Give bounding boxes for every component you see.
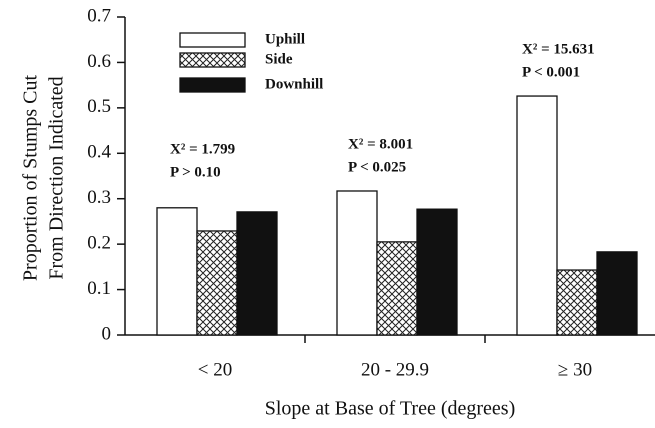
- bar: [416, 208, 458, 336]
- legend-label: Downhill: [265, 76, 323, 92]
- legend-swatch: [179, 32, 246, 48]
- x-axis-label: Slope at Base of Tree (degrees): [265, 398, 516, 420]
- y-axis-label: From Direction Indicated: [46, 76, 68, 279]
- x-tick-label: ≥ 30: [558, 359, 592, 380]
- bar: [196, 230, 238, 336]
- legend-label: Side: [265, 51, 293, 67]
- bar: [516, 95, 558, 336]
- y-tick-label: 0.2: [87, 233, 111, 254]
- legend-swatch: [179, 77, 246, 93]
- x-tick-label: < 20: [198, 359, 232, 380]
- y-tick-label: 0: [102, 323, 112, 344]
- annotation: X² = 1.799: [170, 141, 235, 157]
- bar: [556, 269, 598, 336]
- legend-label: Uphill: [265, 31, 305, 47]
- bar: [596, 251, 638, 336]
- bar: [236, 211, 278, 336]
- x-tick-label: 20 - 29.9: [361, 359, 429, 380]
- y-tick-label: 0.7: [87, 5, 111, 26]
- bar: [336, 190, 378, 336]
- y-axis-label: Proportion of Stumps Cut: [20, 74, 42, 281]
- annotation: X² = 8.001: [348, 136, 413, 152]
- y-tick-label: 0.5: [87, 96, 111, 117]
- legend-swatch: [179, 52, 246, 68]
- y-tick-label: 0.1: [87, 278, 111, 299]
- annotation: X² = 15.631: [522, 41, 595, 57]
- bar: [376, 241, 418, 336]
- y-tick-label: 0.3: [87, 187, 111, 208]
- y-tick-label: 0.6: [87, 51, 111, 72]
- bar: [156, 207, 198, 336]
- annotation: P > 0.10: [170, 164, 221, 180]
- annotation: P < 0.025: [348, 159, 406, 175]
- y-tick-label: 0.4: [87, 142, 111, 163]
- annotation: P < 0.001: [522, 64, 580, 80]
